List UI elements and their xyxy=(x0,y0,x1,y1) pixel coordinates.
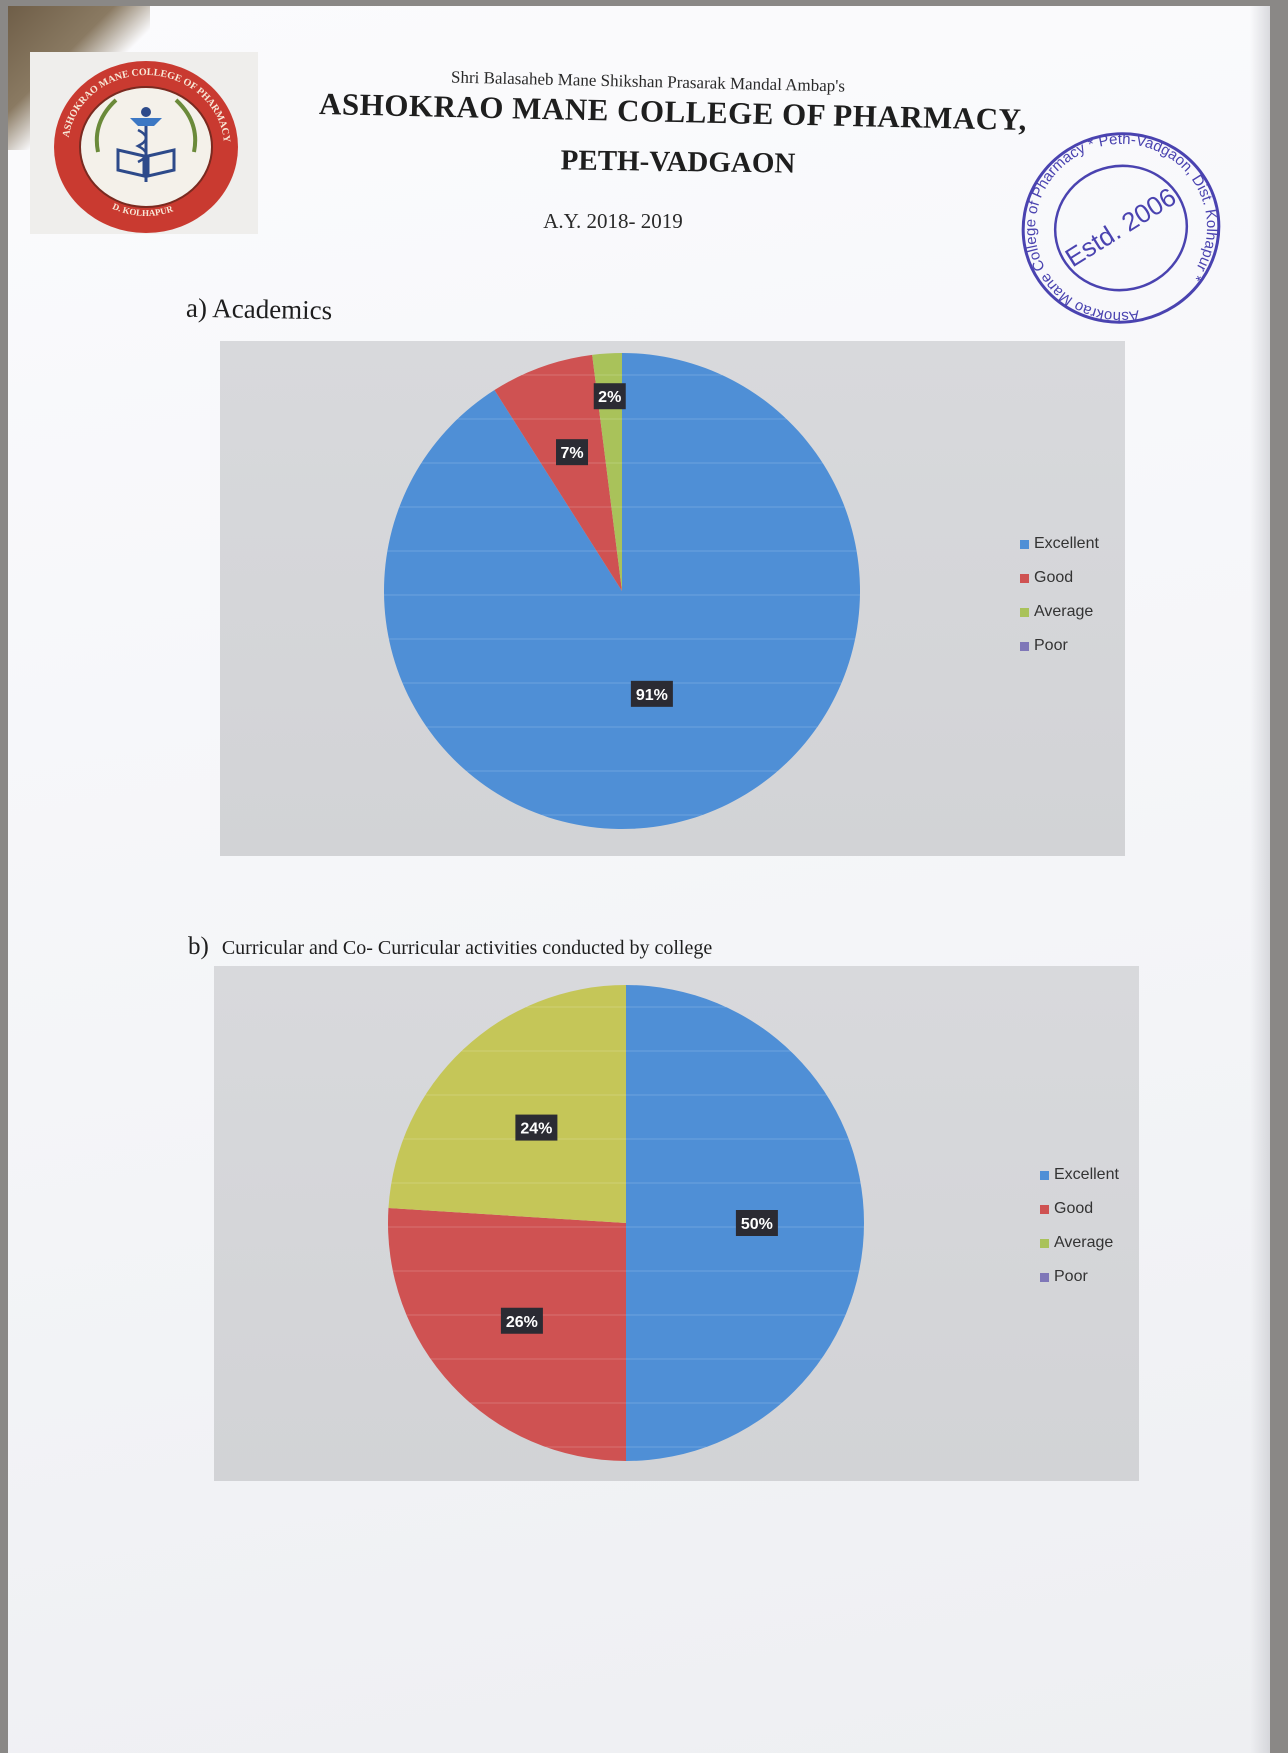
college-stamp: Ashokrao Mane College of Pharmacy * Peth… xyxy=(1004,112,1238,343)
legend-label: Average xyxy=(1034,603,1094,620)
stamp-center-text: Estd. 2006 xyxy=(1060,181,1181,272)
activities-slice-average xyxy=(388,985,626,1223)
academics-pie-svg: 91% 7% 2% xyxy=(384,353,860,829)
legend-swatch xyxy=(1020,641,1029,651)
page-edge-shadow xyxy=(1250,6,1270,1753)
activities-legend-item-good: Good xyxy=(1040,1192,1119,1226)
activities-data-label-good: 26% xyxy=(500,1307,543,1334)
academics-legend-item-poor: Poor xyxy=(1020,629,1099,663)
document-page: ASHOKRAO MANE COLLEGE OF PHARMACY PETH V… xyxy=(8,6,1270,1753)
college-name: ASHOKRAO MANE COLLEGE OF PHARMACY, xyxy=(318,85,1028,138)
academics-legend: Excellent Good Average Poor xyxy=(1020,527,1099,663)
legend-label: Average xyxy=(1054,1234,1114,1251)
legend-label: Excellent xyxy=(1054,1166,1119,1183)
legend-swatch xyxy=(1020,539,1029,549)
section-a-letter: a) xyxy=(185,292,208,324)
activities-legend-item-average: Average xyxy=(1040,1226,1119,1260)
svg-text:7%: 7% xyxy=(560,445,583,462)
section-a-heading: a) Academics xyxy=(186,293,333,327)
legend-swatch xyxy=(1040,1204,1049,1214)
college-logo: ASHOKRAO MANE COLLEGE OF PHARMACY PETH V… xyxy=(30,52,258,234)
legend-label: Good xyxy=(1054,1200,1094,1217)
academics-legend-item-good: Good xyxy=(1020,561,1099,595)
activities-pie-chart: 50% 26% 24% Excellent Good Average Poor xyxy=(214,966,1139,1481)
college-place: PETH-VADGAON xyxy=(560,144,796,180)
academics-data-label-excellent: 91% xyxy=(630,680,673,707)
section-b-letter: b) xyxy=(188,933,209,960)
legend-label: Poor xyxy=(1054,1268,1088,1285)
legend-label: Poor xyxy=(1034,637,1068,654)
academics-data-label-good: 7% xyxy=(556,439,589,466)
legend-swatch xyxy=(1040,1170,1049,1180)
section-a-title: Academics xyxy=(212,293,333,326)
academics-slice-average xyxy=(592,353,622,591)
academic-year: A.Y. 2018- 2019 xyxy=(543,209,683,233)
activities-slice-good xyxy=(388,1208,626,1461)
svg-text:91%: 91% xyxy=(636,687,668,704)
academics-slice-good xyxy=(494,354,622,591)
svg-text:26%: 26% xyxy=(506,1314,538,1331)
legend-swatch xyxy=(1020,607,1029,617)
academics-legend-item-excellent: Excellent xyxy=(1020,527,1099,561)
activities-legend: Excellent Good Average Poor xyxy=(1040,1158,1119,1294)
svg-text:24%: 24% xyxy=(520,1121,552,1138)
academics-data-label-average: 2% xyxy=(593,383,626,410)
legend-swatch xyxy=(1040,1272,1049,1282)
activities-legend-item-excellent: Excellent xyxy=(1040,1158,1119,1192)
academics-legend-item-average: Average xyxy=(1020,595,1099,629)
activities-data-label-excellent: 50% xyxy=(735,1210,778,1236)
section-b-heading: b) Curricular and Co- Curricular activit… xyxy=(188,933,712,961)
section-b-title: Curricular and Co- Curricular activities… xyxy=(221,937,713,959)
svg-text:50%: 50% xyxy=(741,1216,773,1233)
legend-label: Excellent xyxy=(1034,535,1099,552)
legend-label: Good xyxy=(1034,569,1074,586)
legend-swatch xyxy=(1040,1238,1049,1248)
activities-legend-item-poor: Poor xyxy=(1040,1260,1119,1294)
activities-data-label-average: 24% xyxy=(515,1114,558,1141)
svg-text:2%: 2% xyxy=(598,389,621,406)
academics-pie-chart: 91% 7% 2% Excellent Good Average Poor xyxy=(220,341,1125,856)
activities-pie-svg: 50% 26% 24% xyxy=(388,985,864,1461)
legend-swatch xyxy=(1020,573,1029,583)
